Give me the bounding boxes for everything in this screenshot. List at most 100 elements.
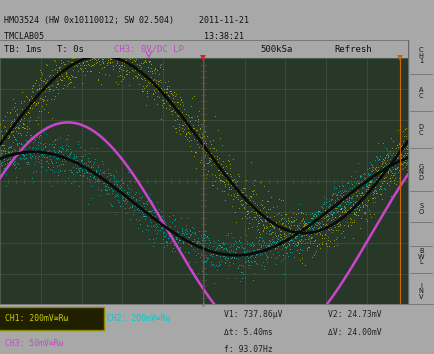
Point (43, 62, 49, 67)
Point (253, 202, 260, 207)
Point (219, 165, 226, 170)
Point (287, 237, 294, 242)
Point (391, 160, 398, 165)
Point (14, 141, 21, 146)
Point (286, 235, 293, 240)
Point (132, 73, 138, 79)
Point (209, 137, 216, 142)
Point (71, 155, 78, 161)
Point (17, 100, 24, 106)
Point (108, 57, 115, 62)
Point (341, 204, 348, 209)
Point (395, 167, 401, 173)
Point (243, 215, 250, 221)
Point (269, 224, 276, 229)
Point (313, 222, 320, 228)
Point (13, 128, 20, 133)
Point (345, 199, 352, 205)
Point (161, 234, 168, 239)
Point (373, 176, 380, 182)
Point (383, 168, 390, 174)
Point (346, 204, 353, 210)
Point (288, 233, 295, 238)
Point (118, 59, 125, 65)
Point (0, 138, 7, 143)
Point (286, 227, 293, 232)
Point (108, 44, 115, 50)
Point (131, 199, 138, 205)
Point (275, 218, 282, 223)
Point (295, 231, 302, 236)
Point (214, 259, 221, 264)
Point (217, 244, 224, 250)
Point (58, 77, 65, 83)
Point (281, 226, 288, 232)
Point (258, 251, 265, 257)
Point (0, 139, 3, 145)
Point (230, 261, 237, 266)
Point (203, 160, 210, 166)
Point (328, 222, 335, 227)
Point (167, 88, 174, 94)
Point (298, 247, 305, 252)
Point (21, 155, 28, 160)
Point (21, 107, 28, 113)
Point (157, 218, 164, 224)
Point (280, 232, 287, 237)
Point (252, 251, 259, 256)
Point (58, 143, 65, 149)
Point (50, 169, 57, 175)
Point (367, 214, 374, 219)
Point (178, 230, 184, 235)
Point (356, 182, 363, 187)
Point (234, 189, 241, 195)
Point (184, 126, 191, 131)
Point (43, 85, 49, 91)
Point (143, 90, 150, 96)
Point (392, 152, 399, 158)
Point (387, 163, 394, 169)
Point (296, 201, 303, 207)
Point (331, 190, 338, 195)
Point (239, 271, 246, 277)
Point (374, 167, 381, 173)
Point (250, 270, 257, 275)
Point (334, 203, 341, 209)
Point (255, 220, 262, 225)
Point (189, 128, 196, 134)
Point (65, 154, 72, 160)
Point (307, 255, 314, 260)
Point (268, 245, 275, 251)
Point (168, 219, 175, 225)
Point (351, 192, 358, 198)
Point (390, 161, 397, 167)
Point (360, 210, 367, 216)
Point (37, 109, 44, 114)
Point (75, 57, 82, 62)
Point (214, 159, 221, 165)
Point (75, 60, 82, 65)
Point (16, 125, 23, 130)
Point (188, 229, 195, 234)
Point (141, 213, 148, 219)
Point (221, 197, 228, 202)
Point (112, 178, 119, 183)
Point (156, 218, 163, 224)
Point (385, 163, 392, 169)
Point (283, 236, 290, 242)
Point (95, 77, 102, 82)
Point (270, 222, 277, 228)
Point (320, 194, 327, 200)
Point (158, 86, 164, 91)
Point (364, 207, 371, 212)
Point (374, 168, 381, 173)
Point (280, 271, 287, 276)
Point (72, 74, 79, 80)
Point (342, 196, 349, 202)
Point (155, 78, 162, 84)
Point (92, 168, 99, 174)
Point (52, 62, 59, 68)
Point (358, 192, 365, 198)
Point (168, 248, 175, 253)
Point (268, 223, 275, 229)
